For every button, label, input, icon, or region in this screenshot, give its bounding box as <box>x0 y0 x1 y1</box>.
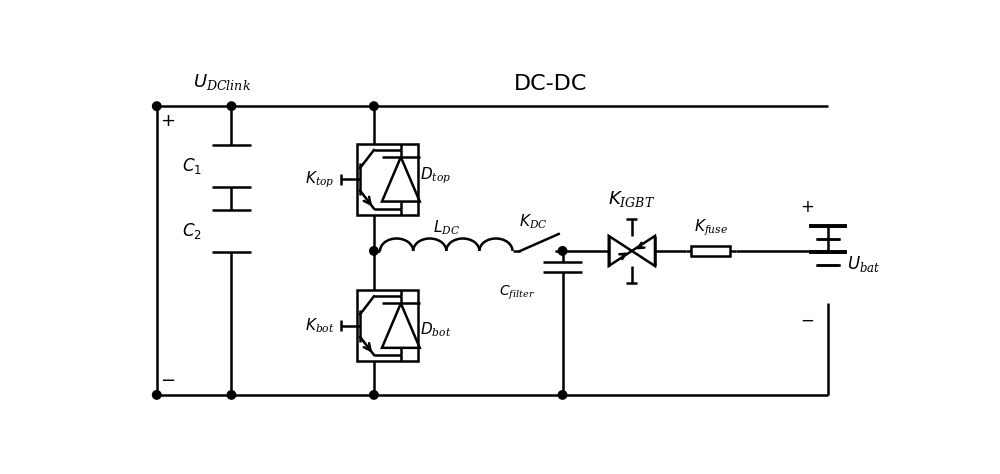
Text: $L_\mathregular{DC}$: $L_\mathregular{DC}$ <box>433 219 460 237</box>
Text: $D_\mathregular{top}$: $D_\mathregular{top}$ <box>420 165 451 186</box>
Text: $K_\mathregular{IGBT}$: $K_\mathregular{IGBT}$ <box>608 189 655 209</box>
Circle shape <box>558 246 567 255</box>
Circle shape <box>153 391 161 399</box>
Bar <box>357 290 418 361</box>
Text: $C_\mathregular{filter}$: $C_\mathregular{filter}$ <box>499 284 536 302</box>
Text: DC-DC: DC-DC <box>514 74 588 94</box>
Circle shape <box>153 102 161 110</box>
Circle shape <box>227 102 236 110</box>
Text: $K_\mathregular{bot}$: $K_\mathregular{bot}$ <box>305 316 335 335</box>
Text: $U_\mathregular{DClink}$: $U_\mathregular{DClink}$ <box>193 73 251 92</box>
Text: $K_\mathregular{DC}$: $K_\mathregular{DC}$ <box>519 212 548 231</box>
Circle shape <box>370 102 378 110</box>
Circle shape <box>227 391 236 399</box>
Text: $U_\mathregular{bat}$: $U_\mathregular{bat}$ <box>847 254 881 274</box>
Text: +: + <box>800 198 814 216</box>
Circle shape <box>370 246 378 255</box>
Text: −: − <box>800 312 814 330</box>
Text: $K_\mathregular{fuse}$: $K_\mathregular{fuse}$ <box>694 217 728 238</box>
Bar <box>691 246 730 256</box>
Text: $K_\mathregular{top}$: $K_\mathregular{top}$ <box>305 169 335 190</box>
Circle shape <box>558 391 567 399</box>
Text: $D_\mathregular{bot}$: $D_\mathregular{bot}$ <box>420 320 451 339</box>
Text: $C_2$: $C_2$ <box>182 221 202 241</box>
Text: −: − <box>161 372 176 390</box>
Text: +: + <box>161 111 176 129</box>
Bar <box>357 144 418 215</box>
Text: $C_1$: $C_1$ <box>182 156 202 176</box>
Circle shape <box>370 391 378 399</box>
